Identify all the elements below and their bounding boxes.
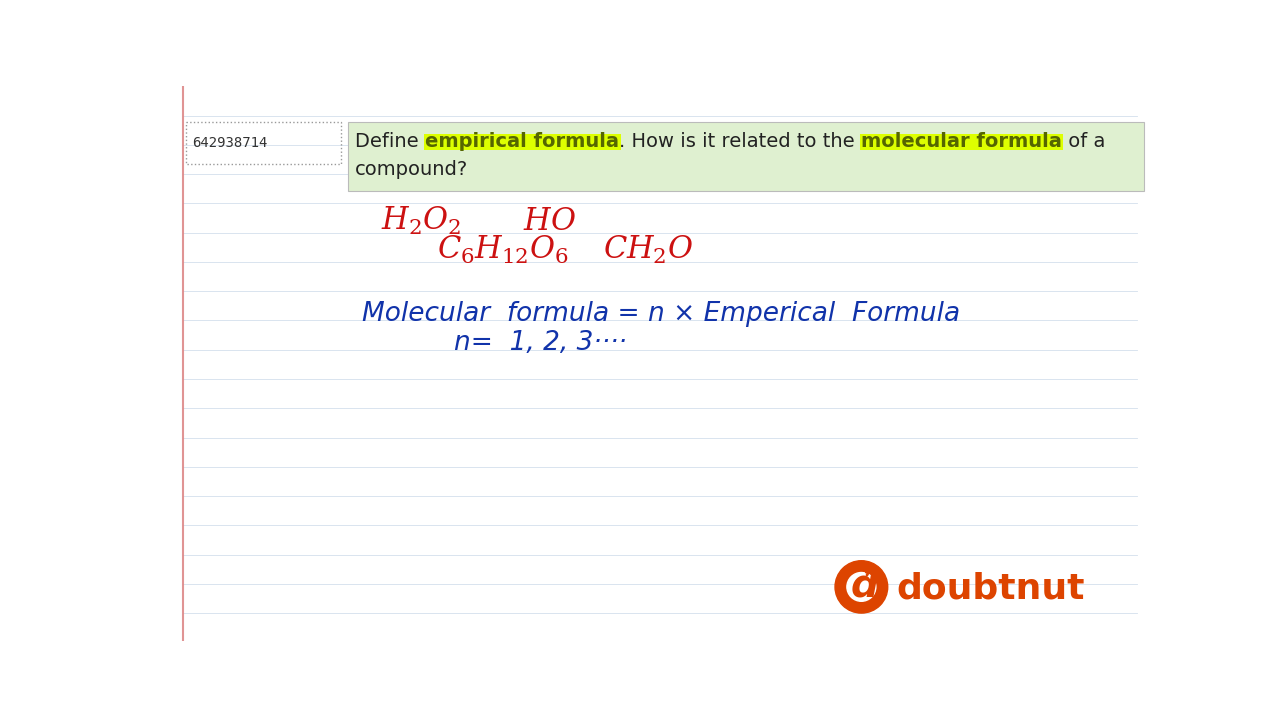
Text: empirical formula: empirical formula [425,132,620,151]
Circle shape [835,561,888,613]
Text: n=  1, 2, 3····: n= 1, 2, 3···· [454,330,627,356]
Text: Define: Define [356,132,425,151]
Text: $C_6H_{12}O_6$: $C_6H_{12}O_6$ [438,234,570,266]
Text: 642938714: 642938714 [192,136,268,150]
Text: doubtnut: doubtnut [896,572,1084,606]
Text: d: d [850,567,878,604]
Text: $H_2O_2$: $H_2O_2$ [381,205,461,237]
Text: molecular formula: molecular formula [861,132,1062,151]
Text: compound?: compound? [356,160,468,179]
FancyBboxPatch shape [348,122,1144,191]
Circle shape [847,572,876,601]
Text: $HO$: $HO$ [522,207,576,235]
Text: . How is it related to the: . How is it related to the [620,132,861,151]
FancyBboxPatch shape [424,134,621,150]
Text: Molecular  formula = n × Emperical  Formula: Molecular formula = n × Emperical Formul… [361,300,960,327]
Text: of a: of a [1062,132,1106,151]
Text: $CH_2O$: $CH_2O$ [603,234,694,266]
FancyBboxPatch shape [859,134,1064,150]
